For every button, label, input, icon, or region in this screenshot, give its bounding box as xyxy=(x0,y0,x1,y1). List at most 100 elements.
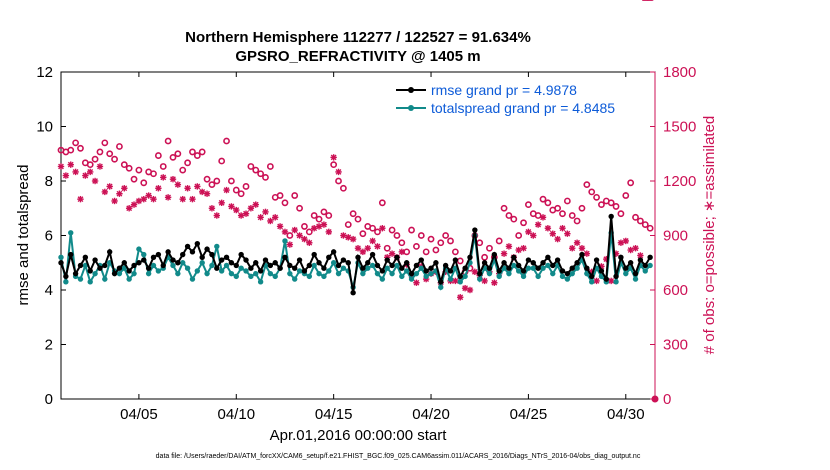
rmse-point xyxy=(228,260,235,266)
rmse-point xyxy=(452,257,459,263)
spread-point xyxy=(326,268,332,274)
obs-assimilated-point xyxy=(515,246,522,254)
rmse-point xyxy=(550,262,556,269)
obs-assimilated-point xyxy=(554,235,561,243)
obs-assimilated-point xyxy=(57,163,65,170)
rmse-point xyxy=(296,257,303,263)
rmse-point xyxy=(292,265,298,271)
obs-possible-point xyxy=(544,199,552,207)
rmse-point xyxy=(77,262,84,269)
obs-assimilated-point xyxy=(67,161,74,168)
obs-possible-point xyxy=(437,239,445,247)
plot-area xyxy=(60,71,656,400)
rmse-point xyxy=(394,254,400,260)
obs-assimilated-point xyxy=(607,277,615,285)
plot-box xyxy=(60,71,656,400)
spread-point xyxy=(550,270,556,277)
rmse-point xyxy=(335,262,342,269)
obs-possible-point xyxy=(198,148,206,156)
obs-possible-point xyxy=(593,193,600,201)
obs-assimilated-point xyxy=(91,177,99,185)
rmse-point xyxy=(559,268,566,274)
spread-point xyxy=(282,238,288,244)
obs-possible-point xyxy=(335,177,342,185)
rmse-point xyxy=(189,249,196,255)
spread-point xyxy=(535,273,541,280)
obs-assimilated-point xyxy=(593,277,600,285)
rmse-point xyxy=(462,265,468,271)
x-tick-label: 04/10 xyxy=(218,406,256,423)
rmse-point xyxy=(150,254,157,260)
spread-point xyxy=(374,270,381,277)
rmse-point xyxy=(589,273,595,280)
spread-point xyxy=(243,268,249,274)
rmse-point xyxy=(579,251,585,258)
obs-assimilated-point xyxy=(354,245,362,252)
obs-possible-point xyxy=(636,217,644,225)
spread-point xyxy=(589,279,595,285)
spread-point xyxy=(540,265,546,271)
rmse-point xyxy=(165,249,171,255)
rmse-point xyxy=(501,260,507,266)
obs-possible-point xyxy=(291,192,299,199)
spread-point xyxy=(428,270,434,277)
rmse-point xyxy=(403,260,410,266)
spread-point xyxy=(68,230,74,236)
rmse-point xyxy=(545,254,551,260)
spread-point xyxy=(257,279,264,285)
spread-point xyxy=(306,273,313,280)
rmse-point xyxy=(170,257,176,263)
rmse-point xyxy=(330,249,337,255)
y-right-tick-label: 300 xyxy=(663,337,688,354)
obs-assimilated-point xyxy=(291,226,298,234)
rmse-point xyxy=(72,270,79,277)
spread-point xyxy=(131,270,137,277)
spread-point xyxy=(316,270,322,277)
obs-possible-point xyxy=(388,226,396,234)
obs-assimilated-point xyxy=(155,185,162,192)
obs-possible-point xyxy=(427,235,435,243)
obs-possible-point xyxy=(495,237,503,245)
obs-possible-point xyxy=(96,148,104,156)
obs-possible-point xyxy=(481,253,488,261)
spread-point xyxy=(403,268,410,274)
rmse-point xyxy=(131,262,137,269)
rmse-point xyxy=(145,265,152,271)
obs-possible-point xyxy=(646,224,654,232)
obs-zero-marker xyxy=(651,395,659,403)
spread-point xyxy=(233,273,239,280)
line-series xyxy=(58,213,653,296)
rmse-point xyxy=(301,268,308,274)
rmse-point xyxy=(608,213,614,220)
obs-possible-point xyxy=(237,190,245,198)
rmse-point xyxy=(160,262,166,269)
obs-assimilated-point xyxy=(184,185,191,192)
rmse-point xyxy=(360,265,366,271)
rmse-point xyxy=(623,265,629,271)
obs-assimilated-point xyxy=(364,245,371,252)
obs-possible-point xyxy=(525,201,532,209)
rmse-point xyxy=(87,268,93,274)
obs-possible-point xyxy=(627,179,635,187)
obs-possible-point xyxy=(432,246,440,254)
spread-point xyxy=(204,270,210,277)
obs-possible-point xyxy=(140,179,148,187)
obs-possible-point xyxy=(91,155,99,163)
obs-possible-point xyxy=(296,204,303,212)
obs-assimilated-point xyxy=(101,188,109,196)
rmse-point xyxy=(433,260,439,266)
obs-possible-point xyxy=(568,212,576,219)
spread-point xyxy=(369,262,376,269)
obs-possible-point xyxy=(486,244,493,252)
obs-possible-point xyxy=(135,166,143,174)
obs-possible-point xyxy=(344,221,352,228)
obs-assimilated-point xyxy=(150,195,157,203)
obs-assimilated-point xyxy=(539,214,547,221)
obs-assimilated-point xyxy=(349,235,357,243)
obs-possible-point xyxy=(174,150,182,158)
rmse-point xyxy=(447,268,454,274)
rmse-point xyxy=(355,254,361,260)
y-axis-left-label: rmse and totalspread xyxy=(15,165,32,306)
rmse-point xyxy=(257,268,264,274)
obs-assimilated-point xyxy=(379,225,386,232)
